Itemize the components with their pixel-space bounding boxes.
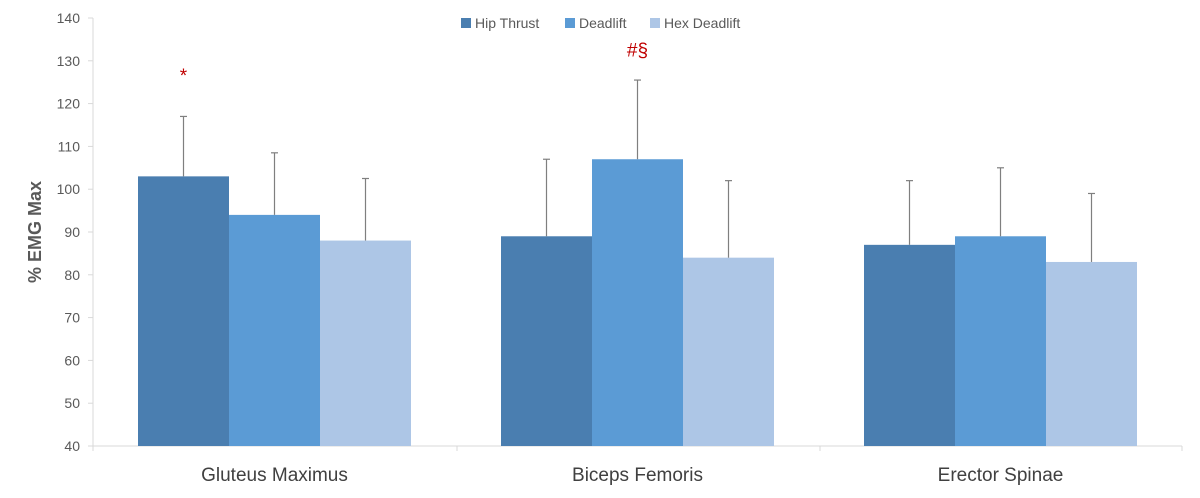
legend-label: Hip Thrust bbox=[475, 15, 539, 31]
x-category-label: Gluteus Maximus bbox=[201, 465, 348, 486]
significance-annotation: * bbox=[180, 66, 188, 87]
y-tick-label: 80 bbox=[64, 267, 80, 283]
bar bbox=[864, 244, 955, 446]
y-tick-label: 60 bbox=[64, 352, 80, 368]
legend-swatch bbox=[650, 18, 660, 28]
legend: Hip Thrust Deadlift Hex Deadlift bbox=[461, 15, 740, 31]
axes: 40 50 60 70 80 90 100 110 120 130 140 Gluteus Maxim… bbox=[57, 10, 1183, 486]
legend-swatch bbox=[461, 18, 471, 28]
y-tick-label: 120 bbox=[57, 96, 81, 112]
bar bbox=[1046, 261, 1137, 446]
x-category-label: Erector Spinae bbox=[938, 465, 1064, 486]
bar bbox=[683, 257, 774, 446]
legend-label: Hex Deadlift bbox=[664, 15, 740, 31]
y-tick-label: 100 bbox=[57, 181, 81, 197]
y-tick-label: 140 bbox=[57, 10, 81, 26]
y-tick-label: 110 bbox=[58, 138, 81, 154]
legend-swatch bbox=[565, 18, 575, 28]
significance-annotation: #§ bbox=[627, 41, 648, 62]
error-bars bbox=[180, 79, 1095, 262]
legend-label: Deadlift bbox=[579, 15, 627, 31]
y-tick-label: 50 bbox=[64, 395, 80, 411]
bar bbox=[592, 159, 683, 447]
y-tick-label: 70 bbox=[64, 310, 80, 326]
bar bbox=[955, 236, 1046, 446]
bar bbox=[501, 236, 592, 446]
y-tick-label: 90 bbox=[64, 224, 80, 240]
y-tick-label: 40 bbox=[64, 438, 80, 454]
bar bbox=[138, 176, 229, 447]
bar bbox=[229, 214, 320, 446]
y-axis-label: % EMG Max bbox=[25, 181, 45, 283]
x-category-label: Biceps Femoris bbox=[572, 465, 703, 486]
bar bbox=[320, 240, 411, 446]
bars bbox=[138, 159, 1137, 447]
y-tick-label: 130 bbox=[57, 53, 81, 69]
annotations: * #§ bbox=[180, 41, 648, 88]
